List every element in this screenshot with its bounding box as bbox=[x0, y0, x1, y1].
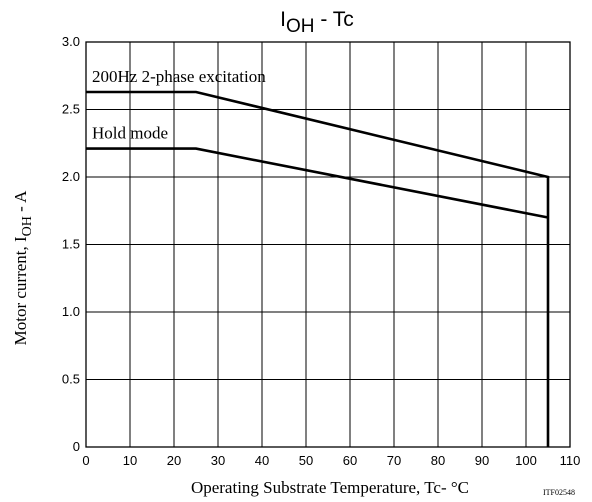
y-tick-labels: 0 0.5 1.0 1.5 2.0 2.5 3.0 bbox=[62, 34, 80, 454]
y-axis-title: Motor current, IOH - A bbox=[11, 190, 35, 346]
x-tick-label: 0 bbox=[82, 453, 89, 468]
chart-title-rest: - Tc bbox=[315, 8, 354, 31]
x-tick-label: 60 bbox=[343, 453, 357, 468]
chart-title-subscript: OH bbox=[286, 16, 315, 37]
figure-code: ITF02548 bbox=[543, 488, 575, 497]
y-axis-title-main: Motor current, I bbox=[11, 236, 30, 345]
chart-series: 200Hz 2-phase excitation Hold mode bbox=[86, 67, 550, 447]
chart-title-main: I bbox=[280, 8, 286, 31]
chart-title: IOH - Tc bbox=[280, 8, 354, 37]
x-tick-label: 30 bbox=[211, 453, 225, 468]
x-tick-label: 80 bbox=[431, 453, 445, 468]
y-tick-label: 1.0 bbox=[62, 304, 80, 319]
y-tick-label: 0 bbox=[73, 439, 80, 454]
x-tick-label: 20 bbox=[167, 453, 181, 468]
series-line-1 bbox=[86, 90, 550, 447]
series-label-2: Hold mode bbox=[92, 124, 168, 143]
x-tick-label: 90 bbox=[475, 453, 489, 468]
x-tick-label: 50 bbox=[299, 453, 313, 468]
y-tick-label: 1.5 bbox=[62, 237, 80, 252]
x-tick-label: 10 bbox=[123, 453, 137, 468]
y-axis-title-rest: - A bbox=[11, 190, 30, 216]
y-axis-title-subscript: OH bbox=[20, 216, 35, 236]
chart-grid bbox=[86, 42, 570, 447]
series-line-2 bbox=[86, 147, 549, 219]
x-tick-label: 100 bbox=[515, 453, 537, 468]
plot-area-frame bbox=[85, 41, 571, 448]
y-tick-label: 3.0 bbox=[62, 34, 80, 49]
x-tick-label: 40 bbox=[255, 453, 269, 468]
y-tick-label: 2.5 bbox=[62, 102, 80, 117]
y-tick-label: 2.0 bbox=[62, 169, 80, 184]
x-tick-label: 70 bbox=[387, 453, 401, 468]
x-tick-label: 110 bbox=[560, 453, 581, 468]
y-tick-label: 0.5 bbox=[62, 372, 80, 387]
series-label-1: 200Hz 2-phase excitation bbox=[92, 67, 266, 86]
x-axis-title: Operating Substrate Temperature, Tc- °C bbox=[191, 478, 469, 497]
x-tick-labels: 0 10 20 30 40 50 60 70 80 90 100 110 bbox=[82, 453, 580, 468]
